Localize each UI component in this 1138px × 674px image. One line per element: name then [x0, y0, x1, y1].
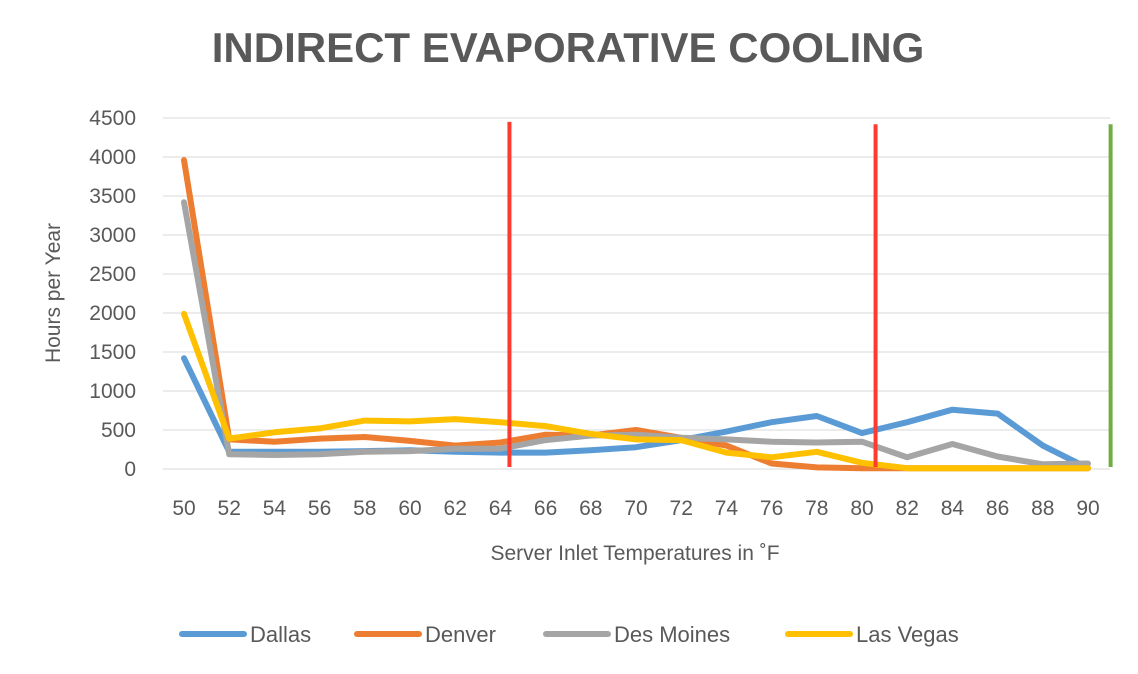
x-tick-label: 88	[1031, 497, 1054, 520]
y-tick-label: 1000	[89, 380, 136, 403]
y-axis-ticks: 0 500 1000 1500 2000 2500 3000 3500 4000 4500	[89, 107, 136, 481]
reference-lines	[507, 121, 1113, 467]
legend-label: Las Vegas	[856, 622, 959, 647]
series-line-des-moines	[181, 199, 1091, 468]
series-lines	[181, 157, 1091, 472]
x-tick-label: 52	[218, 497, 241, 520]
x-tick-label: 84	[941, 497, 965, 520]
x-tick-label: 72	[670, 497, 693, 520]
y-tick-label: 2500	[89, 263, 136, 286]
x-tick-label: 82	[896, 497, 919, 520]
x-tick-label: 58	[353, 497, 376, 520]
y-tick-label: 2000	[89, 302, 136, 325]
x-axis-ticks: 50 52 54 56 58 60 62 64 66 68 70 72 74 76 78 80 82 84 86 88…	[172, 497, 1099, 520]
x-tick-label: 74	[715, 497, 739, 520]
x-tick-label: 62	[444, 497, 467, 520]
y-tick-label: 3000	[89, 224, 136, 247]
x-tick-label: 78	[805, 497, 828, 520]
gridlines	[163, 117, 1110, 470]
x-tick-label: 56	[308, 497, 331, 520]
y-tick-label: 4500	[89, 107, 136, 130]
x-tick-label: 68	[579, 497, 602, 520]
x-axis-label: Server Inlet Temperatures in ˚F	[490, 542, 779, 565]
x-tick-label: 70	[624, 497, 647, 520]
chart-title: INDIRECT EVAPORATIVE COOLING	[212, 24, 924, 71]
y-tick-label: 500	[101, 419, 136, 442]
series-line-las-vegas	[181, 310, 1091, 472]
legend: Dallas Denver Des Moines Las Vegas	[179, 622, 959, 647]
x-tick-label: 64	[489, 497, 513, 520]
legend-label: Des Moines	[614, 622, 730, 647]
legend-label: Denver	[425, 622, 496, 647]
y-tick-label: 1500	[89, 341, 136, 364]
legend-label: Dallas	[250, 622, 311, 647]
x-tick-label: 86	[986, 497, 1009, 520]
x-tick-label: 76	[760, 497, 783, 520]
series-line-denver	[181, 157, 1091, 472]
x-tick-label: 80	[850, 497, 873, 520]
x-tick-label: 90	[1076, 497, 1099, 520]
y-tick-label: 4000	[89, 146, 136, 169]
x-tick-label: 60	[398, 497, 421, 520]
x-tick-label: 66	[534, 497, 557, 520]
x-tick-label: 50	[172, 497, 195, 520]
y-axis-label: Hours per Year	[42, 223, 65, 363]
y-tick-label: 3500	[89, 185, 136, 208]
x-tick-label: 54	[263, 497, 287, 520]
y-tick-label: 0	[124, 458, 136, 481]
